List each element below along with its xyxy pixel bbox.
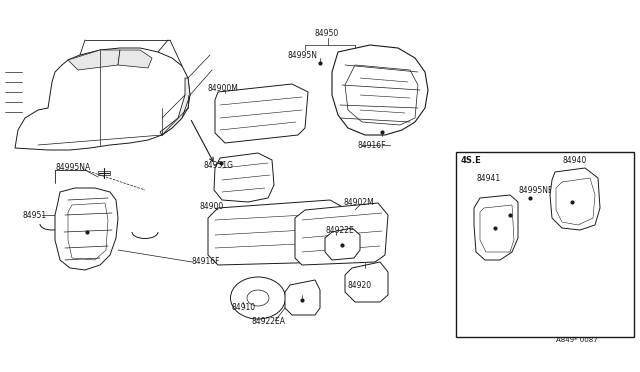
Polygon shape: [68, 50, 120, 70]
Text: A849* 0087: A849* 0087: [556, 337, 598, 343]
Text: 84951G: 84951G: [204, 160, 234, 170]
Polygon shape: [295, 203, 388, 265]
Polygon shape: [214, 153, 274, 202]
Text: 84920: 84920: [348, 280, 372, 289]
Polygon shape: [208, 200, 348, 265]
Polygon shape: [215, 84, 308, 143]
Text: 84995NC: 84995NC: [477, 203, 512, 212]
Text: 84902M: 84902M: [344, 198, 375, 206]
Polygon shape: [160, 78, 190, 135]
Text: 84900M: 84900M: [207, 83, 238, 93]
Polygon shape: [118, 50, 152, 68]
Text: 84900: 84900: [200, 202, 224, 211]
Ellipse shape: [230, 277, 285, 319]
Text: 84995N: 84995N: [288, 51, 318, 60]
Text: 84995NB: 84995NB: [519, 186, 554, 195]
Text: 84951: 84951: [22, 211, 46, 219]
Text: 84922EA: 84922EA: [252, 317, 286, 327]
Text: 84950: 84950: [315, 29, 339, 38]
Text: 84916F: 84916F: [358, 141, 387, 150]
Text: 84940: 84940: [563, 155, 588, 164]
Polygon shape: [55, 188, 118, 270]
Polygon shape: [285, 280, 320, 315]
Bar: [456, 152, 634, 337]
Polygon shape: [474, 195, 518, 260]
Text: 4S.E: 4S.E: [461, 155, 482, 164]
Polygon shape: [550, 168, 600, 230]
Text: 84910: 84910: [232, 304, 256, 312]
Polygon shape: [345, 262, 388, 302]
Polygon shape: [325, 228, 360, 260]
Text: 84995NA: 84995NA: [55, 163, 90, 171]
Polygon shape: [332, 45, 428, 135]
Text: 84916F: 84916F: [192, 257, 221, 266]
Text: 84922E: 84922E: [326, 225, 355, 234]
Text: 84941: 84941: [477, 173, 501, 183]
